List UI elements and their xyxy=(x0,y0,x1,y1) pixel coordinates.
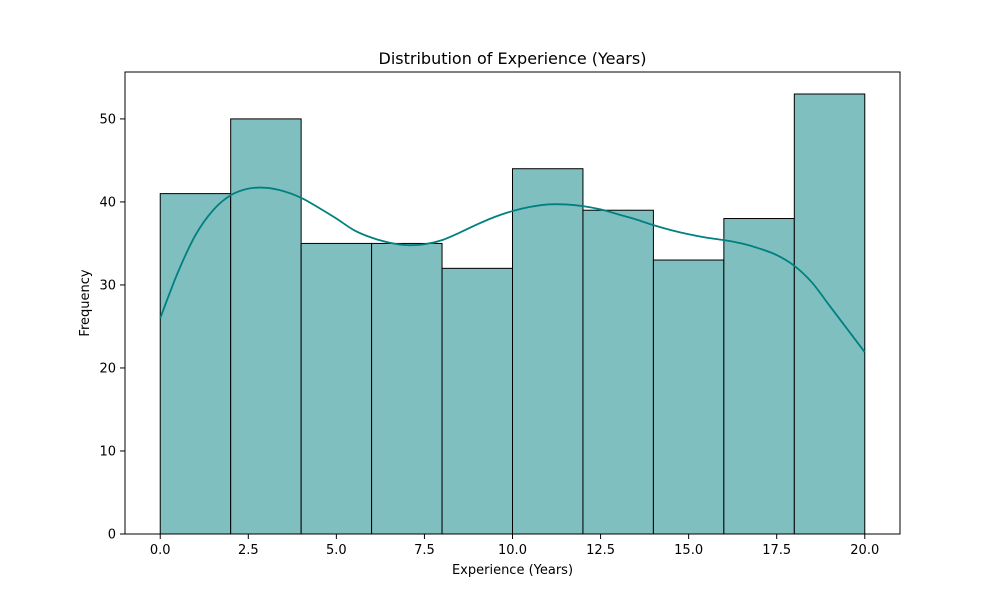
histogram-bar xyxy=(512,168,584,535)
histogram-bar xyxy=(793,93,866,535)
y-tick-label: 20 xyxy=(99,361,116,376)
histogram-bar xyxy=(230,118,302,535)
y-tick-label: 40 xyxy=(99,195,116,210)
histogram-bar xyxy=(441,267,513,535)
histogram-bar xyxy=(723,218,795,535)
x-tick-label: 7.5 xyxy=(414,543,435,558)
x-ticks: 0.0 2.5 5.0 7.5 10.0 12.5 15.0 17.5 20.0 xyxy=(150,534,879,558)
y-tick-label: 30 xyxy=(99,278,116,293)
x-tick-label: 15.0 xyxy=(674,543,703,558)
x-tick-label: 12.5 xyxy=(586,543,615,558)
y-tick-label: 50 xyxy=(99,112,116,127)
x-tick-label: 5.0 xyxy=(326,543,347,558)
y-tick-label: 0 xyxy=(108,528,116,543)
histogram-bar xyxy=(300,242,373,535)
kde-layer xyxy=(159,186,866,353)
histogram-bar xyxy=(159,193,232,535)
x-tick-label: 0.0 xyxy=(150,543,171,558)
x-axis-label: Experience (Years) xyxy=(452,563,573,578)
x-tick-label: 17.5 xyxy=(762,543,791,558)
histogram-bar xyxy=(582,209,654,535)
y-tick-label: 10 xyxy=(99,444,116,459)
x-tick-label: 20.0 xyxy=(850,543,879,558)
y-ticks: 0 10 20 30 40 50 xyxy=(99,112,125,543)
y-axis-label: Frequency xyxy=(78,269,93,336)
x-tick-label: 10.0 xyxy=(498,543,527,558)
bars-layer xyxy=(159,93,866,535)
chart-title: Distribution of Experience (Years) xyxy=(379,49,647,68)
kde-curve xyxy=(159,186,866,353)
histogram-bar xyxy=(652,259,725,535)
histogram-bar xyxy=(371,242,443,535)
x-tick-label: 2.5 xyxy=(238,543,259,558)
